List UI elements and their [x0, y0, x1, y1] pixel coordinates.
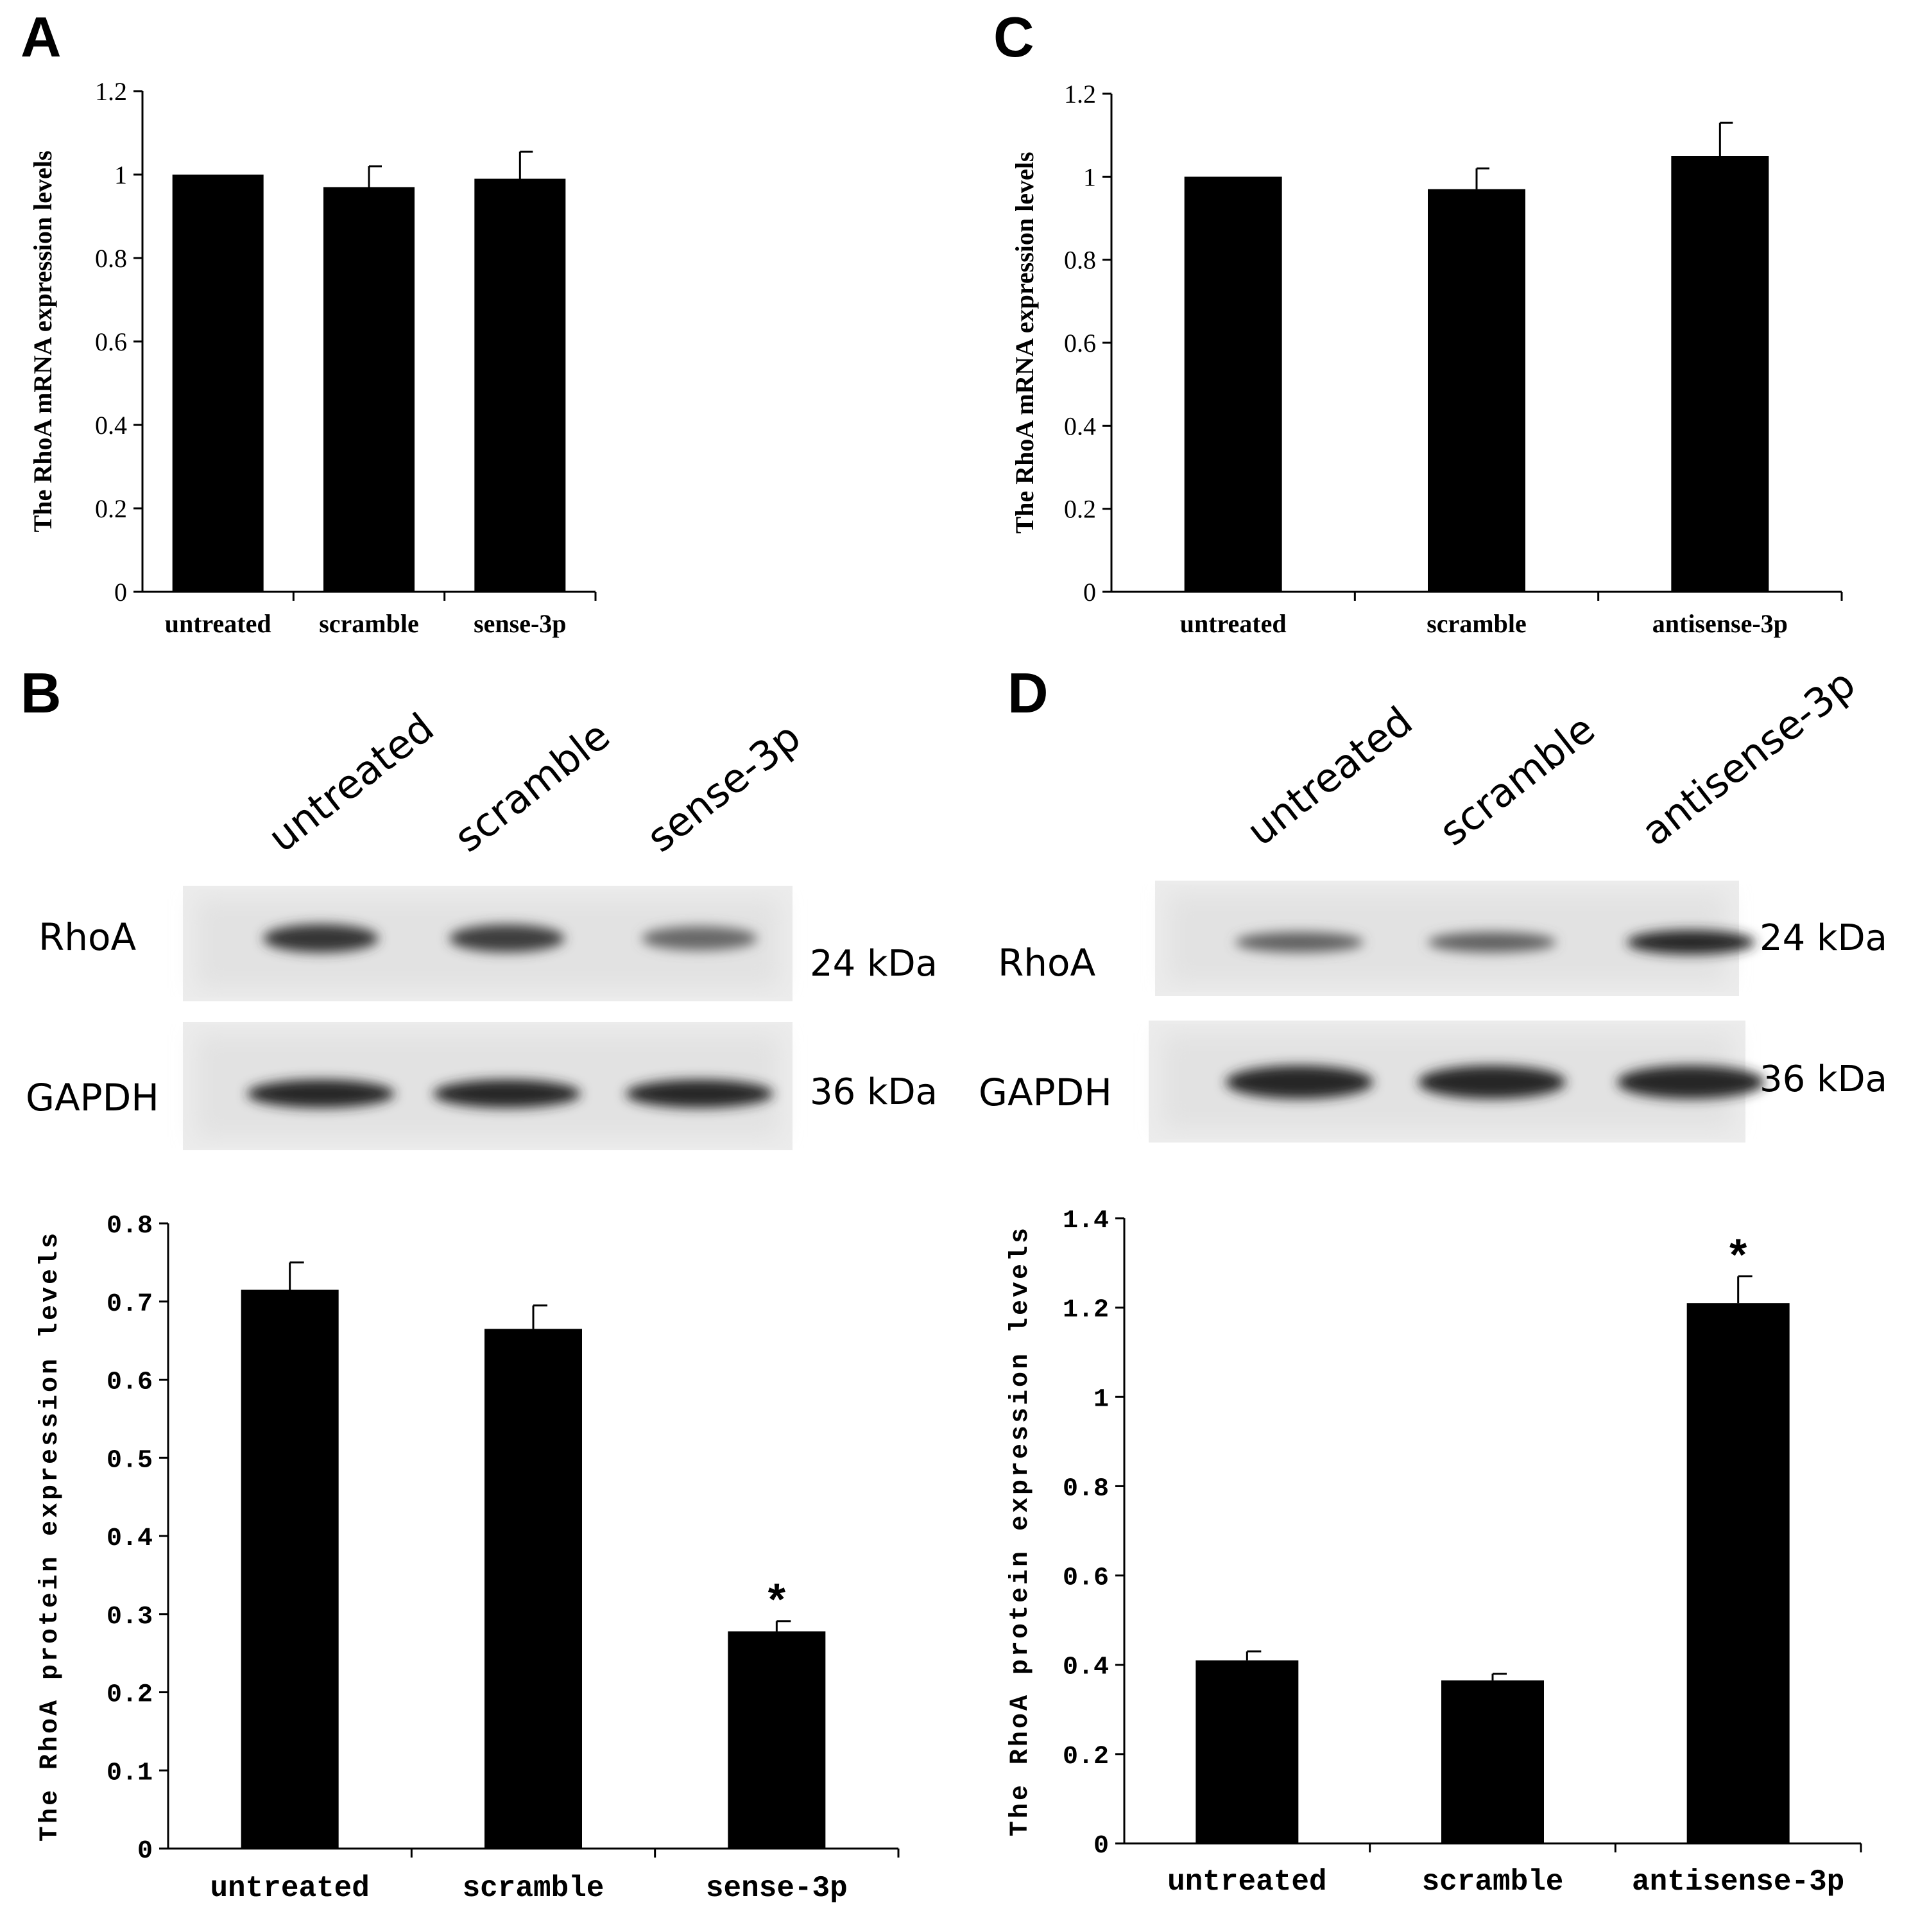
y-tick-label: 0.4: [1063, 1653, 1109, 1682]
y-tick-label: 0: [1083, 578, 1096, 607]
y-tick-label: 0.4: [95, 411, 127, 440]
blot-kda-label: 24 kDa: [1760, 917, 1887, 959]
y-tick-label: 1.2: [1063, 1296, 1109, 1325]
western-blot-d: untreated scramble antisense-3p RhoA 24 kDa G…: [979, 660, 1887, 1143]
blot-kda-label: 36 kDa: [810, 1071, 938, 1113]
blot-band: [1627, 930, 1755, 954]
western-blot-b: untreated scramble sense-3p RhoA 24 kDa GAPDH…: [26, 704, 938, 1150]
y-axis-label: The RhoA mRNA expression levels: [28, 151, 57, 533]
bar-untreated: [1184, 177, 1282, 592]
panel-letter-d: D: [1007, 661, 1049, 725]
significance-star: *: [768, 1574, 786, 1625]
y-tick-label: 1.2: [1064, 80, 1096, 108]
blot-row-label: RhoA: [39, 915, 137, 959]
blot-lane-label: antisense-3p: [1633, 660, 1864, 855]
bar-antisense-3p: [1671, 156, 1769, 592]
y-tick-label: 0.7: [107, 1290, 153, 1319]
chart-c-mrna: 0 0.2 0.4 0.6 0.8 1 1.2 The RhoA mRNA expressio…: [1010, 80, 1843, 638]
blot-row-label: RhoA: [998, 941, 1096, 985]
bar-sense-3p: [728, 1631, 826, 1849]
y-tick-label: 0.6: [1063, 1564, 1109, 1593]
bar-scramble: [484, 1329, 582, 1849]
blot-band: [626, 1080, 773, 1108]
bar-untreated: [241, 1289, 339, 1849]
y-tick-label: 0.2: [95, 494, 127, 523]
blot-band: [642, 926, 757, 951]
blot-band: [1226, 1065, 1373, 1099]
y-tick-label: 0: [1093, 1832, 1109, 1861]
y-axis-label: The RhoA protein expression levels: [1006, 1225, 1035, 1836]
y-tick-label: 0.6: [1064, 329, 1096, 358]
category-label: sense-3p: [706, 1872, 848, 1905]
significance-star: *: [1729, 1229, 1747, 1279]
y-tick-label: 0.6: [107, 1368, 153, 1397]
category-label: antisense-3p: [1632, 1865, 1844, 1899]
panel-letter-b: B: [21, 661, 62, 725]
blot-lane-label: scramble: [445, 712, 619, 861]
chart-a-mrna: 0 0.2 0.4 0.6 0.8 1 1.2 The RhoA mRNA expressio…: [28, 77, 597, 638]
blot-band: [263, 924, 379, 953]
category-label: antisense-3p: [1652, 609, 1788, 638]
bar-untreated: [1196, 1660, 1299, 1843]
bar-scramble: [323, 187, 415, 592]
y-axis-label: The RhoA mRNA expression levels: [1010, 152, 1039, 534]
y-tick-label: 0.5: [107, 1446, 153, 1475]
panel-letter-a: A: [21, 5, 62, 69]
blot-band: [433, 1080, 581, 1108]
bar-antisense-3p: [1686, 1303, 1790, 1843]
blot-band: [449, 924, 565, 953]
y-tick-label: 0.8: [107, 1212, 153, 1241]
bar-sense-3p: [474, 178, 566, 592]
y-tick-label: 0.4: [1064, 411, 1096, 440]
y-tick-label: 0.8: [95, 244, 127, 273]
blot-kda-label: 24 kDa: [810, 943, 938, 985]
y-tick-label: 0.4: [107, 1524, 153, 1553]
panel-letter-c: C: [993, 5, 1034, 69]
blot-row-label: GAPDH: [979, 1071, 1112, 1114]
y-tick-label: 0.6: [95, 327, 127, 356]
y-tick-label: 1: [1083, 162, 1096, 191]
bar-untreated: [172, 175, 264, 592]
blot-band: [1428, 932, 1556, 953]
y-tick-label: 0.2: [1063, 1743, 1109, 1772]
blot-band: [1418, 1065, 1566, 1099]
y-tick-label: 0.3: [107, 1603, 153, 1632]
blot-band: [1235, 932, 1364, 953]
y-tick-label: 1.4: [1063, 1207, 1109, 1236]
y-tick-label: 1: [114, 160, 127, 189]
blot-lane-label: sense-3p: [638, 713, 809, 861]
category-label: untreated: [165, 609, 271, 638]
blot-band: [1617, 1065, 1765, 1099]
category-label: untreated: [210, 1872, 369, 1905]
blot-lane-label: scramble: [1430, 705, 1604, 855]
bar-scramble: [1428, 189, 1525, 592]
chart-d-protein: 0 0.2 0.4 0.6 0.8 1 1.2 1.4 The RhoA protein exp…: [1006, 1207, 1862, 1899]
category-label: scramble: [1427, 609, 1527, 638]
category-label: scramble: [319, 609, 419, 638]
blot-kda-label: 36 kDa: [1760, 1058, 1887, 1100]
y-axis-label: The RhoA protein expression levels: [36, 1230, 65, 1841]
category-label: scramble: [463, 1872, 604, 1905]
blot-lane-label: untreated: [259, 704, 442, 861]
category-label: sense-3p: [474, 609, 566, 638]
y-tick-label: 1.2: [95, 77, 127, 106]
y-tick-label: 0.2: [107, 1681, 153, 1710]
y-tick-label: 0.2: [1064, 495, 1096, 524]
blot-lane-label: untreated: [1238, 698, 1421, 855]
blot-band: [247, 1080, 395, 1108]
y-tick-label: 0.1: [107, 1759, 153, 1788]
blot-row-label: GAPDH: [26, 1076, 159, 1119]
y-tick-label: 0: [114, 578, 127, 607]
y-tick-label: 0.8: [1064, 246, 1096, 275]
y-tick-label: 0: [137, 1837, 153, 1866]
chart-b-protein: 0 0.1 0.2 0.3 0.4 0.5 0.6 0.7 0.8 The RhoA protei…: [36, 1212, 900, 1905]
y-tick-label: 0.8: [1063, 1474, 1109, 1503]
y-tick-label: 1: [1093, 1385, 1109, 1414]
bar-scramble: [1441, 1680, 1544, 1843]
category-label: untreated: [1180, 609, 1287, 638]
category-label: untreated: [1167, 1865, 1326, 1899]
category-label: scramble: [1422, 1865, 1564, 1899]
